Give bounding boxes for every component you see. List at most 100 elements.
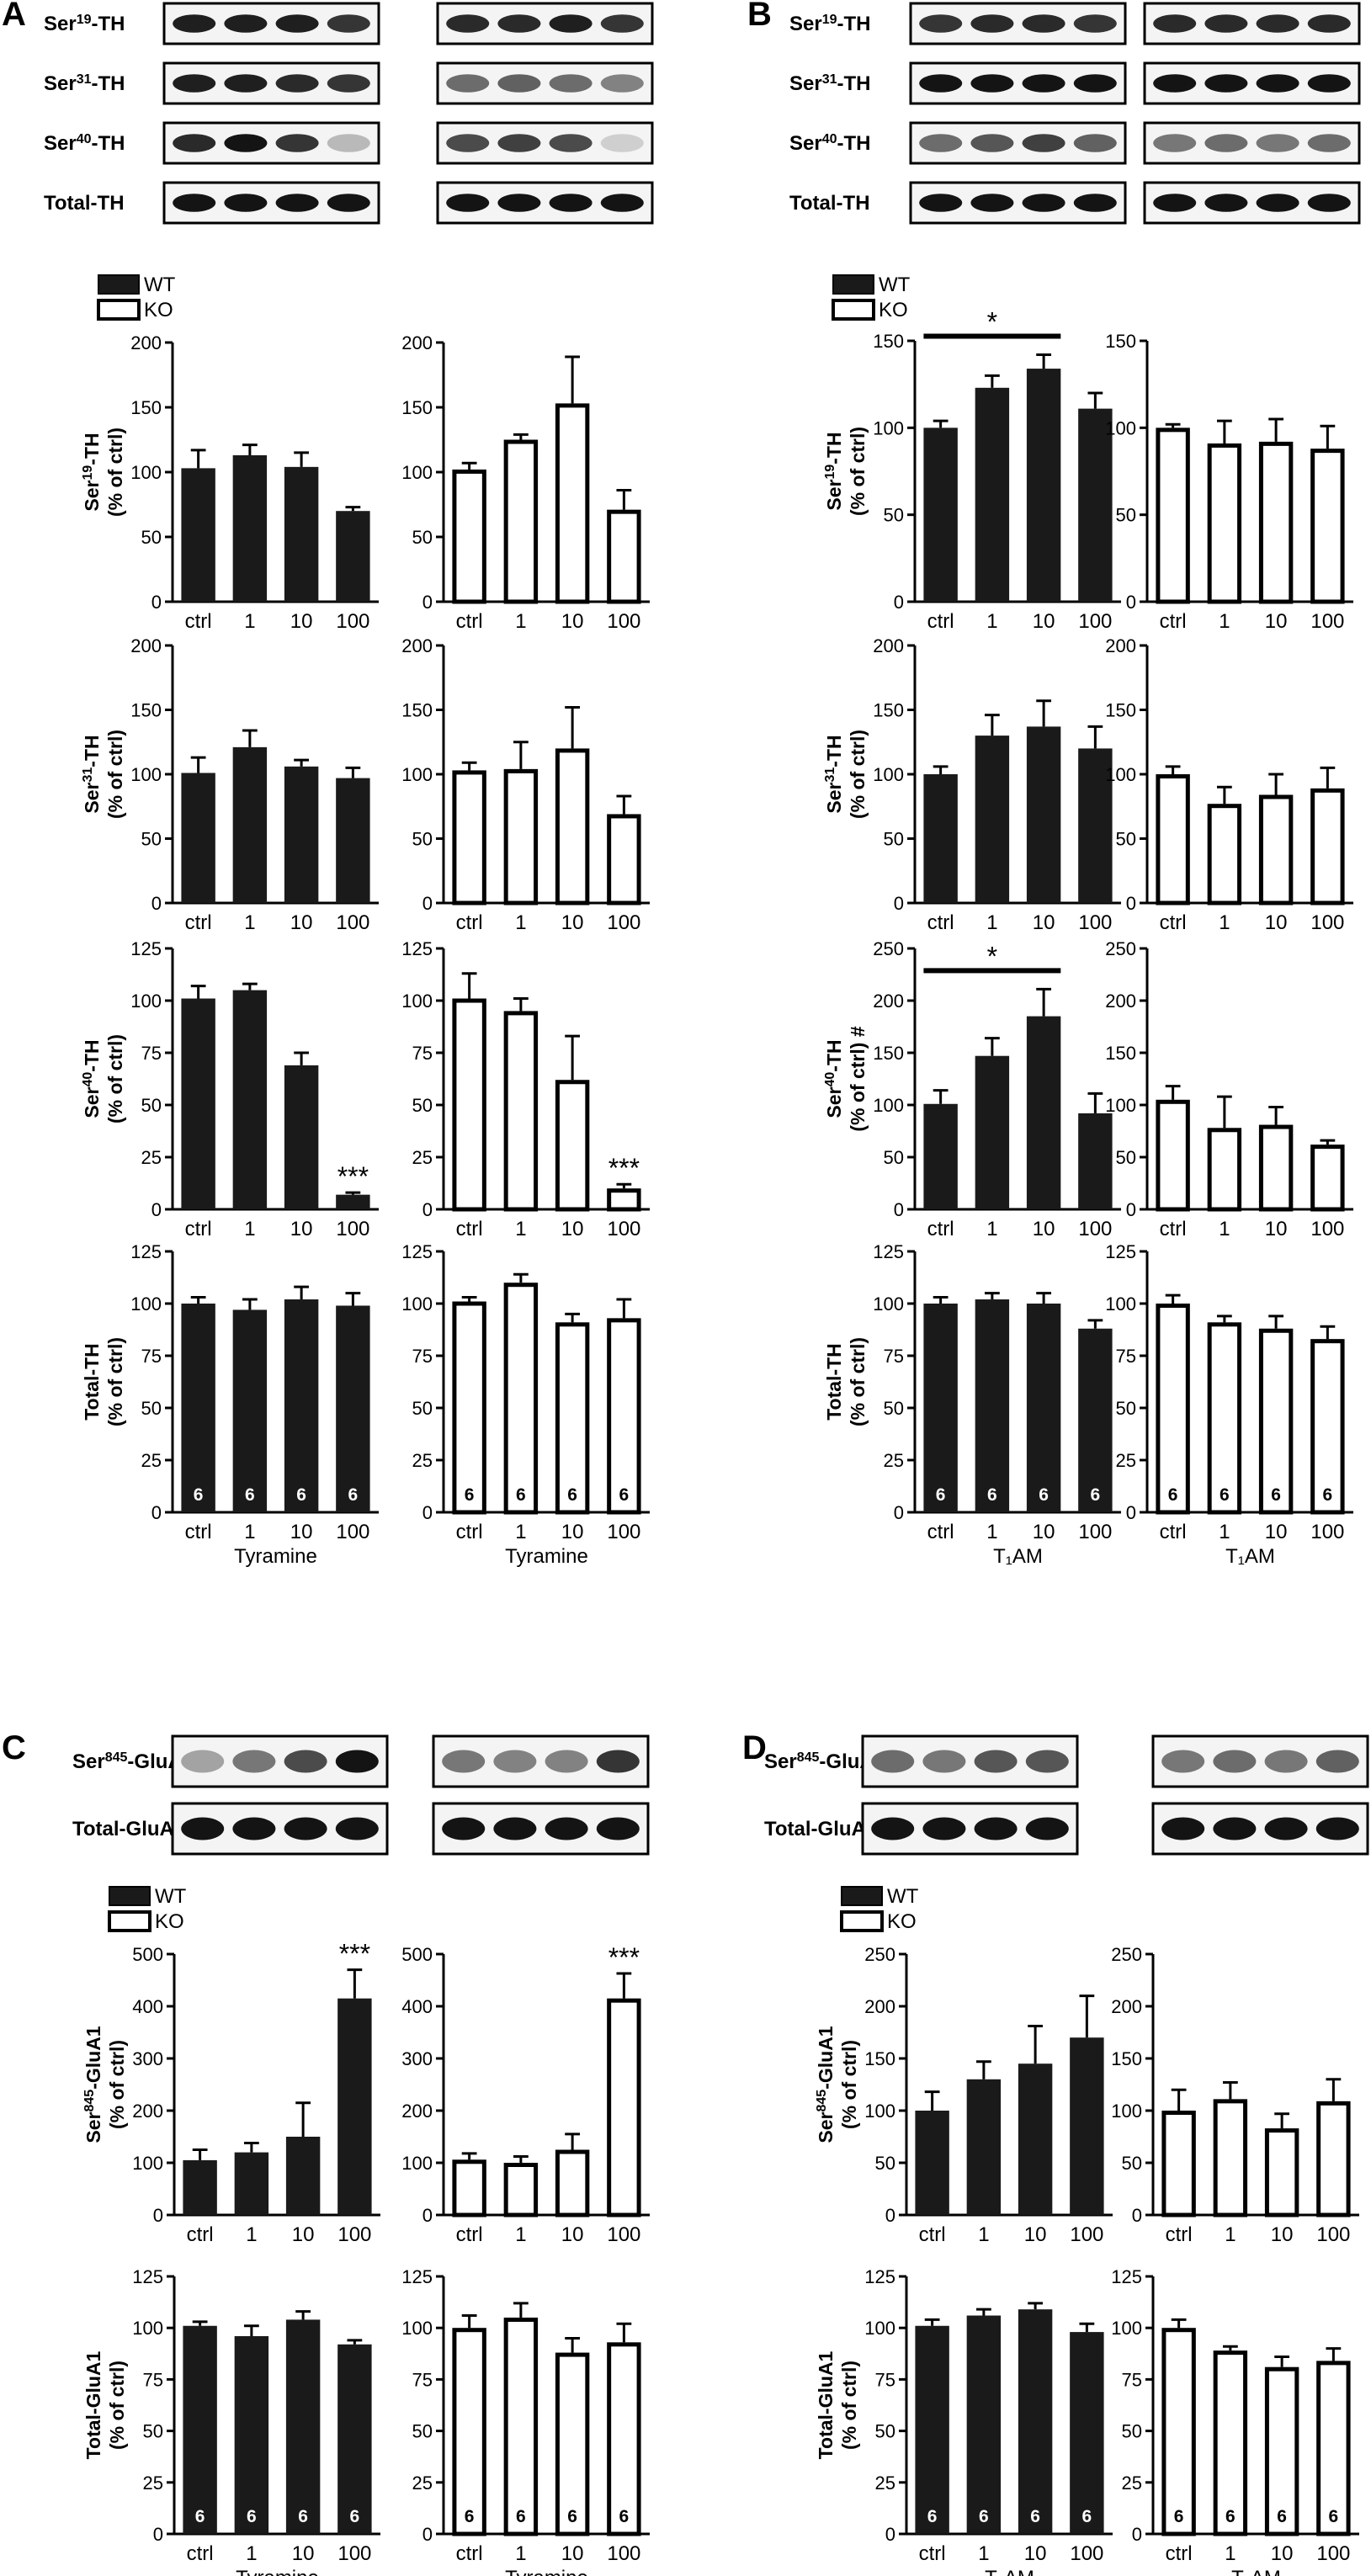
legend-label-wt: WT xyxy=(155,1885,187,1908)
y-tick-label: 0 xyxy=(1126,592,1136,613)
bar xyxy=(1310,788,1345,906)
bar xyxy=(232,746,268,903)
y-tick-label: 50 xyxy=(1122,2421,1142,2442)
y-tick-label: 75 xyxy=(141,1346,162,1367)
y-tick-label: 100 xyxy=(401,2153,433,2174)
blot-band xyxy=(600,134,644,152)
x-tick-label: ctrl xyxy=(456,2542,483,2565)
y-tick-label: 75 xyxy=(1116,1346,1136,1367)
x-axis-label: T₁AM xyxy=(1231,2567,1281,2576)
x-tick-label: 1 xyxy=(515,610,526,633)
blot-band xyxy=(1213,1817,1257,1840)
bar xyxy=(336,511,370,602)
x-tick-label: 10 xyxy=(1271,2542,1294,2565)
x-tick-label: 100 xyxy=(1078,610,1112,633)
y-tick-label: 25 xyxy=(141,1147,162,1168)
x-tick-label: 10 xyxy=(292,2223,315,2246)
x-tick-label: 1 xyxy=(246,2223,257,2246)
legend-swatch-wt xyxy=(98,274,140,295)
blot-band xyxy=(596,1817,640,1840)
x-tick-label: ctrl xyxy=(456,1218,483,1240)
bar xyxy=(923,1103,958,1209)
bar xyxy=(1258,441,1294,604)
x-tick-label: ctrl xyxy=(1160,1521,1187,1543)
x-tick-label: 100 xyxy=(336,1521,369,1543)
y-tick-label: 150 xyxy=(873,1043,904,1064)
x-tick-label: ctrl xyxy=(456,1521,483,1543)
x-tick-label: 100 xyxy=(607,1521,640,1543)
bar xyxy=(1070,2037,1104,2215)
blot-label-a-1-rest: -TH xyxy=(92,72,125,95)
y-tick-label: 0 xyxy=(151,1199,162,1220)
bar xyxy=(1018,2063,1053,2215)
y-tick-label: 50 xyxy=(412,1095,433,1116)
blot-band xyxy=(224,14,268,33)
chart-A-ser31-wt: 0 50 100 150 200 ctrl 1 10 100 Ser31-TH (% of ctrl… xyxy=(81,635,379,934)
x-tick-label: 1 xyxy=(1219,1521,1230,1543)
bar xyxy=(915,2325,949,2534)
bar xyxy=(452,1301,486,1515)
bar xyxy=(1258,1124,1294,1212)
blot-band xyxy=(173,14,216,33)
blot-band xyxy=(173,74,216,93)
y-tick-label: 100 xyxy=(401,2318,433,2339)
panel-letter-a: A xyxy=(2,0,26,33)
legend-label-wt: WT xyxy=(887,1885,919,1908)
blot-label-a-0-sup: 19 xyxy=(77,13,92,27)
y-tick-label: 100 xyxy=(1111,2318,1142,2339)
y-tick-label: 400 xyxy=(132,1996,163,2017)
bar xyxy=(975,736,1010,903)
blot-label-b-1: Ser31-TH xyxy=(789,72,870,96)
y-axis-label-base: Total-GluA1 xyxy=(815,2350,837,2459)
blot-band xyxy=(327,14,370,33)
blot-band xyxy=(1307,194,1351,212)
n-label: 6 xyxy=(247,2507,257,2526)
x-tick-label: 10 xyxy=(292,2542,315,2565)
blot-band xyxy=(1204,134,1248,152)
blot-band xyxy=(1073,14,1117,33)
n-label: 6 xyxy=(348,1485,359,1505)
bar xyxy=(452,998,486,1212)
chart-B-ser40-wt: 0 50 100 150 200 250 ctrl 1 10 100 * Ser40-TH (% of … xyxy=(823,938,1121,1240)
x-tick-label: 1 xyxy=(515,1218,526,1240)
blot-band xyxy=(442,1817,486,1840)
bar xyxy=(503,1283,539,1515)
bar xyxy=(555,748,590,906)
bar xyxy=(1258,1328,1294,1515)
blot-band xyxy=(1025,1750,1069,1773)
x-tick-label: 1 xyxy=(1219,1218,1230,1240)
x-tick-label: 10 xyxy=(561,911,584,934)
x-tick-label: 100 xyxy=(1310,911,1344,934)
y-tick-label: 100 xyxy=(1105,1293,1136,1315)
blot-band xyxy=(327,194,370,212)
x-tick-label: 1 xyxy=(1225,2223,1235,2246)
y-axis-label-base: Ser xyxy=(823,782,845,813)
y-axis-label: Ser40-TH xyxy=(823,1039,846,1118)
y-tick-label: 200 xyxy=(873,635,904,656)
blot-band xyxy=(1315,1750,1359,1773)
chart-D-total-wt: 0 25 50 75 100 125 ctrl 6 1 6 10 6 100 6 T₁AM Total-Glu… xyxy=(815,2266,1113,2576)
blot-label-d-0-base: Ser xyxy=(764,1750,797,1773)
n-label: 6 xyxy=(1271,1485,1281,1505)
y-tick-label: 100 xyxy=(873,764,904,785)
blot-band xyxy=(275,74,319,93)
bar xyxy=(232,454,268,602)
y-tick-label: 125 xyxy=(132,2266,163,2287)
x-tick-label: 1 xyxy=(515,2223,526,2246)
y-tick-label: 75 xyxy=(884,1346,904,1367)
x-axis-label: Tyramine xyxy=(505,2567,588,2576)
y-tick-label: 0 xyxy=(1126,893,1136,914)
n-label: 6 xyxy=(936,1485,946,1505)
y-axis-label-rest: -GluA1 xyxy=(815,2026,837,2090)
bar xyxy=(555,2149,590,2217)
y-axis-label-line2: (% of ctrl) xyxy=(106,2361,128,2450)
bar xyxy=(607,509,641,604)
y-axis-label: Ser31-TH xyxy=(81,735,104,813)
y-axis-label-base: Ser xyxy=(815,2111,837,2143)
y-tick-label: 100 xyxy=(130,991,162,1012)
y-axis-label-sup: 40 xyxy=(823,1072,837,1087)
bar xyxy=(1161,2111,1196,2217)
n-label: 6 xyxy=(979,2507,989,2526)
y-tick-label: 25 xyxy=(875,2472,895,2494)
